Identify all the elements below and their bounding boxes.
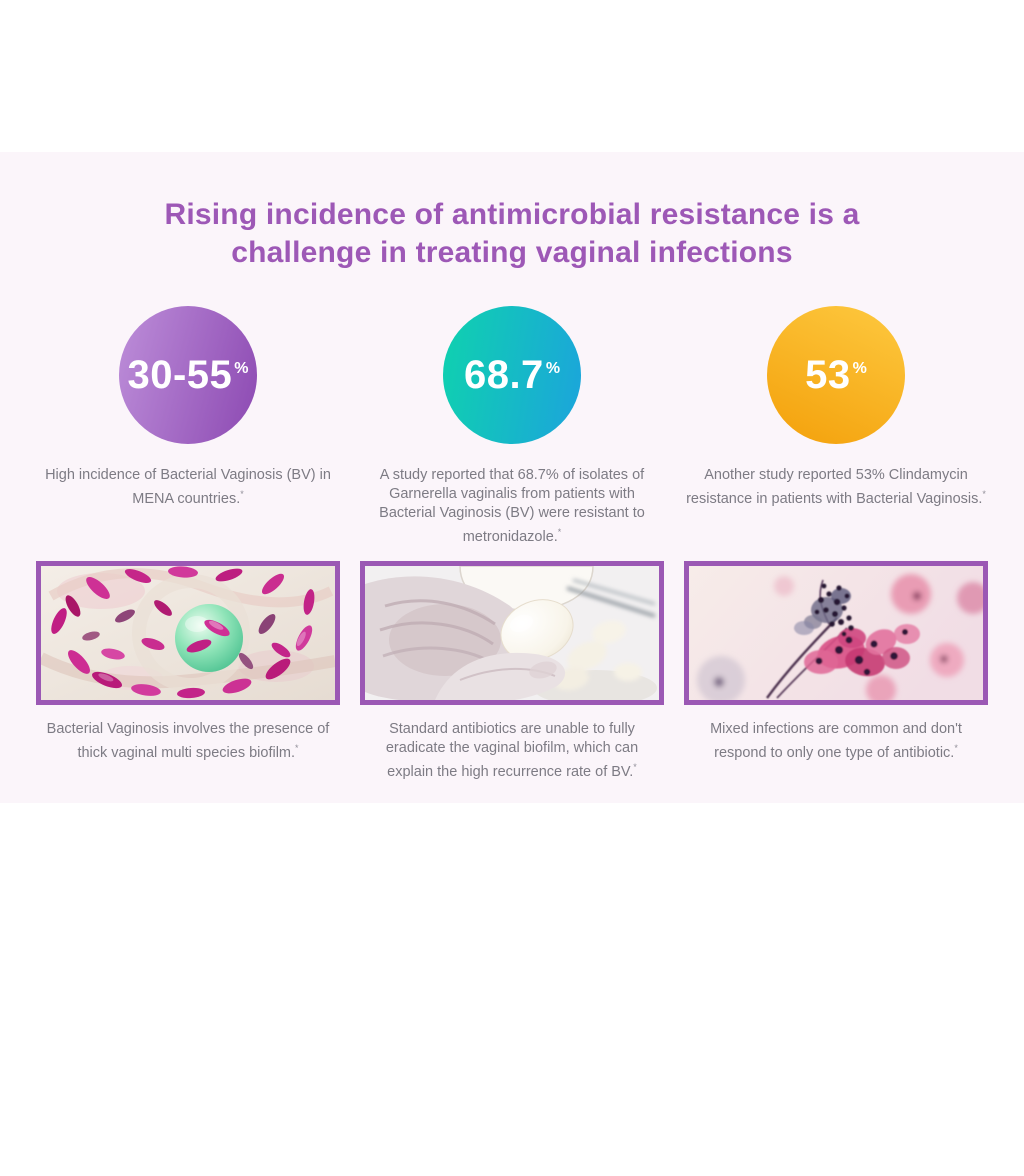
infographic-panel: Rising incidence of antimicrobial resist…	[0, 152, 1024, 803]
figure-caption-text: Mixed infections are common and don't re…	[710, 721, 962, 761]
gloved-hand-ovule-photo	[365, 566, 659, 700]
figure-caption: Mixed infections are common and don't re…	[685, 720, 987, 763]
stat-value-68-7: 68.7%	[464, 355, 560, 395]
figure-microscopy: Mixed infections are common and don't re…	[684, 561, 988, 782]
figure-caption-text: Standard antibiotics are unable to fully…	[385, 721, 639, 780]
stat-caption: A study reported that 68.7% of isolates …	[361, 466, 663, 561]
page-title: Rising incidence of antimicrobial resist…	[0, 196, 1024, 272]
reference-mark: *	[557, 527, 562, 537]
figures-row: Bacterial Vaginosis involves the presenc…	[0, 561, 1024, 782]
stat-number: 30-55	[127, 353, 233, 397]
page-title-line1: Rising incidence of antimicrobial resist…	[164, 198, 860, 231]
percent-sign: %	[852, 360, 867, 377]
percent-sign: %	[234, 360, 249, 377]
stat-number: 68.7	[463, 353, 544, 397]
stat-circle-teal: 68.7%	[443, 306, 581, 444]
microscopy-image-frame	[684, 561, 988, 705]
reference-mark: *	[240, 489, 244, 499]
stat-column-clindamycin-resistance: 53% Another study reported 53% Clindamyc…	[684, 306, 988, 561]
stat-caption: Another study reported 53% Clindamycin r…	[685, 466, 987, 561]
stat-circle-orange: 53%	[767, 306, 905, 444]
stat-value-53: 53%	[805, 355, 867, 395]
stat-caption-text: Another study reported 53% Clindamycin r…	[686, 467, 983, 507]
stat-column-metronidazole-resistance: 68.7% A study reported that 68.7% of iso…	[360, 306, 664, 561]
figure-caption: Bacterial Vaginosis involves the presenc…	[37, 720, 339, 763]
stat-caption-text: A study reported that 68.7% of isolates …	[379, 467, 645, 545]
figure-caption-text: Bacterial Vaginosis involves the presenc…	[46, 721, 330, 761]
bacteria-biofilm-illustration	[41, 566, 335, 700]
stat-column-bv-incidence: 30-55% High incidence of Bacterial Vagin…	[36, 306, 340, 561]
figure-biofilm: Bacterial Vaginosis involves the presenc…	[36, 561, 340, 782]
stat-caption-text: High incidence of Bacterial Vaginosis (B…	[45, 467, 331, 507]
ovule-image-frame	[360, 561, 664, 705]
percent-sign: %	[545, 360, 561, 377]
stat-caption: High incidence of Bacterial Vaginosis (B…	[37, 466, 339, 561]
stat-value-30-55: 30-55%	[127, 355, 248, 395]
reference-mark: *	[982, 489, 986, 499]
reference-mark: *	[633, 762, 637, 772]
reference-mark: *	[295, 743, 299, 753]
stats-row: 30-55% High incidence of Bacterial Vagin…	[0, 306, 1024, 561]
stat-circle-purple: 30-55%	[119, 306, 257, 444]
biofilm-image-frame	[36, 561, 340, 705]
pap-smear-microscopy-photo	[689, 566, 983, 700]
stat-number: 53	[805, 353, 851, 397]
figure-caption: Standard antibiotics are unable to fully…	[361, 720, 663, 782]
reference-mark: *	[954, 743, 958, 753]
figure-ovule-hand: Standard antibiotics are unable to fully…	[360, 561, 664, 782]
page-title-line2: challenge in treating vaginal infections	[231, 236, 793, 269]
